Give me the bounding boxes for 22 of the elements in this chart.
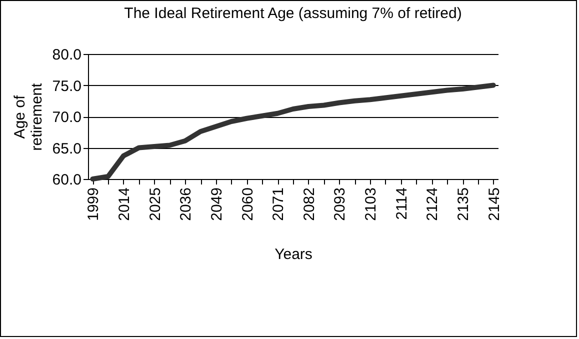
x-tick-label: 2071 [270,188,288,221]
y-tick-label: 65.0 [52,140,82,158]
x-tick-label: 2025 [146,188,164,221]
x-tick-label: 2082 [300,188,318,221]
x-tick-label: 2093 [332,188,349,221]
y-tick-label: 80.0 [52,46,82,64]
x-tick-label: 2103 [362,188,380,221]
y-tick-label: 75.0 [52,78,82,95]
x-axis-title: Years [274,246,312,263]
x-tick-label: 2114 [393,188,410,220]
y-axis-title: Age of retirement [11,82,46,151]
chart-title: The Ideal Retirement Age (assuming 7% of retired) [124,5,462,22]
x-tick-label: 2049 [208,188,226,221]
x-tick-label: 1999 [85,188,102,221]
x-tick-label: 2124 [424,188,442,221]
x-tick-label: 2135 [455,188,472,221]
x-tick-label: 2145 [486,188,503,221]
x-tick-label: 2036 [178,188,195,221]
y-tick-label: 60.0 [52,172,82,188]
x-tick-label: 2014 [116,188,133,221]
x-tick-label: 2060 [239,188,256,221]
y-tick-label: 70.0 [52,109,82,126]
